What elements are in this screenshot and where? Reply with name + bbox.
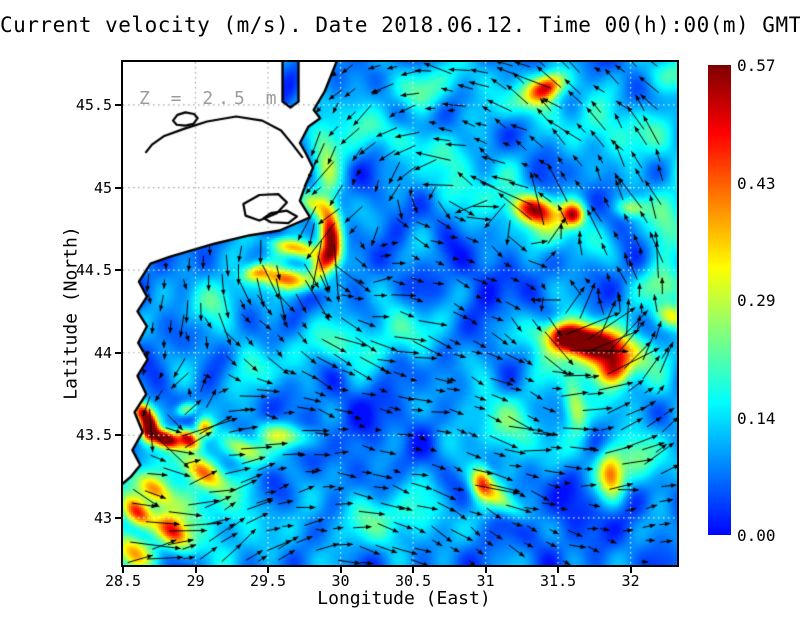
colorbar-tick-label: 0.57: [737, 56, 776, 75]
y-tick-mark: [115, 434, 121, 437]
x-tick-label: 30: [331, 572, 350, 590]
x-tick-label: 28.5: [104, 572, 142, 590]
y-axis-title: Latitude (North): [60, 226, 82, 400]
colorbar-tick-label: 0.29: [737, 291, 776, 310]
y-tick-mark: [115, 269, 121, 272]
y-tick-label: 44: [93, 343, 112, 362]
x-tick-mark: [484, 567, 487, 573]
y-tick-mark: [115, 516, 121, 519]
colorbar: [708, 65, 731, 535]
x-tick-label: 29.5: [249, 572, 287, 590]
y-tick-label: 44.5: [75, 261, 112, 280]
velocity-heatmap-canvas: [123, 62, 677, 565]
y-tick-mark: [115, 186, 121, 189]
y-tick-label: 43.5: [75, 426, 112, 445]
x-axis-title: Longitude (East): [317, 588, 491, 609]
x-tick-mark: [194, 567, 197, 573]
y-tick-mark: [115, 103, 121, 106]
x-tick-mark: [267, 567, 270, 573]
x-tick-label: 31.5: [540, 572, 577, 590]
y-tick-mark: [115, 351, 121, 354]
x-tick-label: 30.5: [394, 572, 432, 590]
depth-annotation: Z = 2.5 m: [139, 88, 282, 109]
colorbar-tick-label: 0.43: [737, 173, 776, 193]
y-tick-label: 45: [93, 178, 112, 197]
x-tick-mark: [557, 567, 560, 573]
x-tick-label: 31: [476, 572, 495, 590]
chart-title: Current velocity (m/s). Date 2018.06.12.…: [0, 13, 800, 37]
x-tick-label: 32: [621, 572, 640, 590]
x-tick-label: 29: [186, 572, 205, 590]
x-tick-mark: [412, 567, 415, 573]
x-tick-mark: [339, 567, 342, 573]
map-plot-area: Z = 2.5 m: [121, 60, 679, 567]
x-tick-mark: [629, 567, 632, 573]
x-tick-mark: [122, 567, 124, 573]
y-tick-label: 45.5: [75, 95, 112, 114]
colorbar-tick-label: 0.14: [737, 408, 776, 428]
y-tick-label: 43: [93, 508, 112, 527]
colorbar-tick-label: 0.00: [737, 526, 776, 545]
